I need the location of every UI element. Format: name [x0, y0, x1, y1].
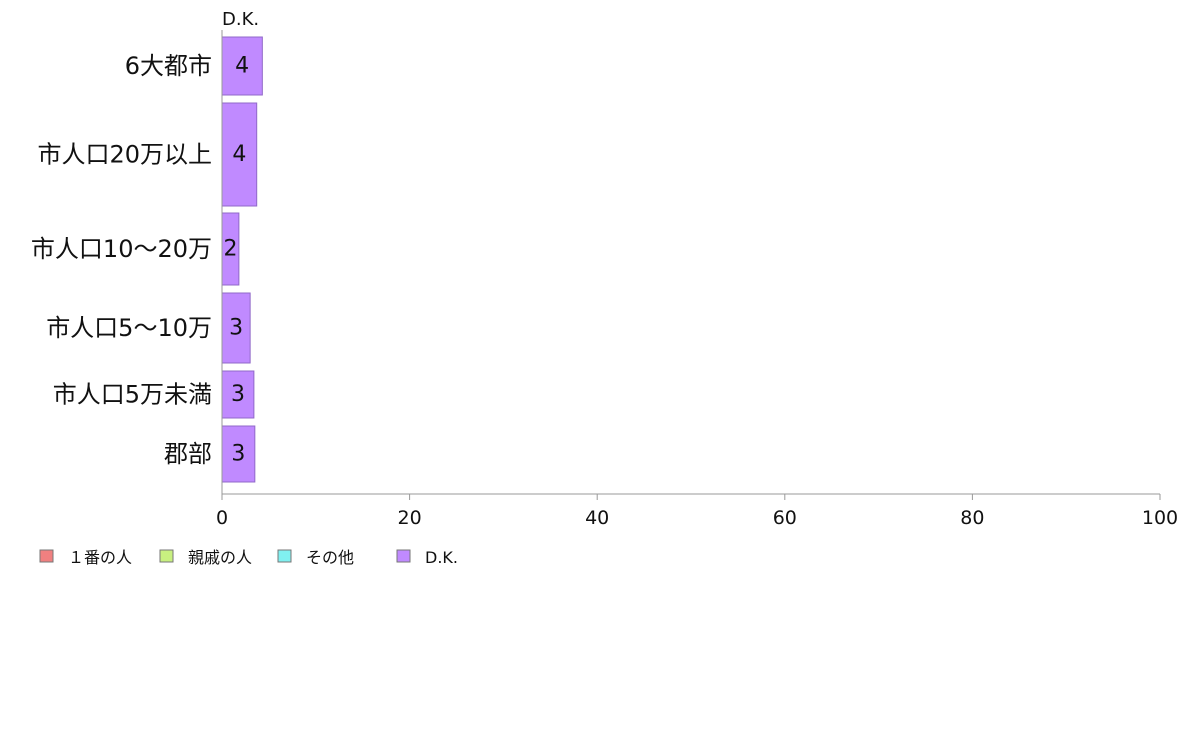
- bar-value-label: 4: [232, 142, 246, 167]
- x-tick-label: 40: [585, 507, 609, 529]
- legend-entry: その他: [306, 548, 354, 567]
- x-tick-label: 0: [216, 507, 228, 529]
- legend-swatch: [39, 549, 54, 563]
- x-tick-label: 60: [773, 507, 797, 529]
- bar-segment: [221, 370, 255, 419]
- legend-swatch: [277, 549, 292, 563]
- bar-segment: [221, 102, 258, 207]
- legend-swatch: [396, 549, 411, 563]
- bars-layer: 6大都市 4 市人口20万以上 4 市人口10〜20万 2 市人口5〜10万 3 市人口5万未満…: [31, 36, 263, 483]
- category-label: 郡部: [164, 440, 212, 468]
- category-label: 市人口20万以上: [37, 141, 212, 169]
- x-tick-label: 80: [960, 507, 984, 529]
- bar-segment: [221, 425, 256, 483]
- category-label: 市人口5〜10万: [46, 314, 212, 342]
- series-header: D.K.: [222, 9, 259, 30]
- x-tick-label: 100: [1142, 507, 1178, 529]
- bar-value-label: 3: [231, 442, 245, 467]
- bar-value-label: 4: [235, 54, 249, 79]
- legend-entry: 親戚の人: [188, 548, 252, 567]
- category-label: 市人口10〜20万: [31, 235, 212, 263]
- bar-segment: [221, 36, 263, 96]
- category-label: 市人口5万未満: [53, 381, 212, 409]
- legend-entry: D.K.: [425, 548, 458, 567]
- x-axis: 0 20 40 60 80 100: [216, 30, 1178, 529]
- legend-entry: １番の人: [68, 548, 132, 567]
- bar-value-label: 3: [229, 316, 243, 341]
- category-label: 6大都市: [125, 52, 212, 80]
- bar-value-label: 3: [231, 382, 245, 407]
- bar-value-label: 2: [223, 237, 237, 262]
- x-tick-label: 20: [398, 507, 422, 529]
- bar-segment: [221, 292, 251, 364]
- legend: １番の人 親戚の人 その他 D.K.: [39, 548, 458, 567]
- legend-swatch: [159, 549, 174, 563]
